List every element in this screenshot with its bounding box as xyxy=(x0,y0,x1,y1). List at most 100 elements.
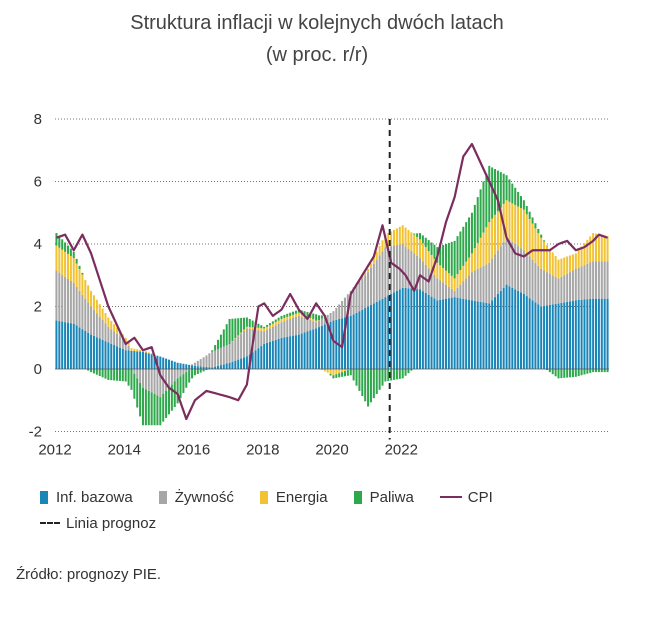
bar-energy xyxy=(543,241,546,271)
bar-fuel xyxy=(421,235,424,244)
bar-energy xyxy=(554,255,557,277)
bar-food xyxy=(410,251,413,289)
bar-food xyxy=(465,278,468,300)
bar-food xyxy=(436,278,439,301)
bar-fuel xyxy=(393,369,396,380)
bar-core xyxy=(127,350,130,369)
bar-food xyxy=(58,272,61,322)
bar-core xyxy=(139,351,142,369)
bar-energy xyxy=(577,249,580,268)
bar-core xyxy=(375,301,378,369)
bar-fuel xyxy=(107,369,110,380)
bar-fuel xyxy=(592,369,595,373)
bar-fuel xyxy=(69,248,72,256)
bar-food xyxy=(525,253,528,297)
bar-fuel xyxy=(271,321,274,324)
bar-core xyxy=(162,357,165,369)
bar-food xyxy=(444,284,447,299)
bar-food xyxy=(491,258,494,301)
bar-core xyxy=(289,336,292,369)
bar-energy xyxy=(517,206,520,247)
bar-energy xyxy=(110,320,113,330)
bar-fuel xyxy=(519,196,523,209)
bar-food xyxy=(574,269,577,301)
legend: Inf. bazowa Żywność Energia Paliwa CPI L… xyxy=(40,484,640,536)
bar-food xyxy=(257,330,260,349)
legend-food-label: Żywność xyxy=(174,488,234,506)
bar-fuel xyxy=(424,237,427,248)
bar-food xyxy=(170,369,173,385)
bar-energy xyxy=(127,342,130,346)
bar-core xyxy=(292,335,295,369)
bar-fuel xyxy=(294,310,297,314)
bar-fuel xyxy=(176,378,179,404)
bar-core xyxy=(118,347,121,369)
bar-fuel xyxy=(185,372,188,388)
bar-food xyxy=(571,270,574,301)
bar-energy xyxy=(569,255,572,273)
bar-fuel xyxy=(439,246,442,266)
bar-fuel xyxy=(522,200,525,210)
bar-fuel xyxy=(482,181,485,233)
bar-core xyxy=(274,339,277,369)
bar-fuel xyxy=(358,369,361,391)
bar-food xyxy=(280,322,283,338)
bar-energy xyxy=(381,240,384,252)
y-tick-labels: 8 6 4 2 0 -2 xyxy=(29,111,42,441)
bar-fuel xyxy=(384,369,387,382)
bar-core xyxy=(447,298,450,369)
bar-core xyxy=(237,359,240,369)
stacked-bars xyxy=(55,165,609,426)
bar-food xyxy=(343,297,346,318)
bar-food xyxy=(101,320,104,340)
bar-core xyxy=(554,303,557,369)
x-tick-label: 2022 xyxy=(385,442,418,459)
bar-energy xyxy=(251,327,254,330)
bar-core xyxy=(297,334,300,369)
bar-food xyxy=(222,346,225,365)
bar-core xyxy=(266,342,269,369)
bar-energy xyxy=(139,349,142,352)
bar-fuel xyxy=(603,369,606,373)
bar-food xyxy=(566,273,569,302)
bar-energy xyxy=(113,324,116,332)
bar-food xyxy=(286,320,289,337)
bar-energy xyxy=(248,327,251,329)
bar-food xyxy=(81,294,84,330)
bar-energy xyxy=(300,314,303,317)
bar-fuel xyxy=(225,324,228,346)
bar-core xyxy=(95,337,98,369)
bar-food xyxy=(87,302,90,333)
bar-food xyxy=(375,259,378,302)
bar-fuel xyxy=(488,165,491,223)
bar-fuel xyxy=(450,241,453,276)
bar-fuel xyxy=(242,317,246,330)
bar-food xyxy=(219,347,222,366)
bar-energy xyxy=(574,253,577,269)
bar-core xyxy=(225,363,228,369)
bar-energy xyxy=(566,256,569,274)
bar-core xyxy=(312,329,315,369)
bar-energy xyxy=(470,253,473,273)
bar-fuel xyxy=(110,369,113,381)
bar-food xyxy=(390,246,393,294)
x-tick-label: 2012 xyxy=(38,442,71,459)
bar-food xyxy=(361,278,364,310)
bar-fuel xyxy=(574,369,577,377)
bar-fuel xyxy=(133,373,136,399)
bar-core xyxy=(433,298,436,369)
bar-core xyxy=(61,321,64,369)
bar-energy xyxy=(387,233,390,247)
bar-fuel xyxy=(407,369,410,374)
bar-food xyxy=(320,318,323,326)
bar-energy xyxy=(81,274,84,295)
bar-food xyxy=(208,353,211,368)
bar-food xyxy=(75,286,78,326)
bar-core xyxy=(280,337,283,369)
bar-fuel xyxy=(364,369,367,402)
bar-food xyxy=(517,246,520,291)
bar-fuel xyxy=(534,223,537,229)
bar-energy xyxy=(592,233,595,262)
bar-food xyxy=(583,265,586,300)
bar-fuel xyxy=(217,339,220,350)
